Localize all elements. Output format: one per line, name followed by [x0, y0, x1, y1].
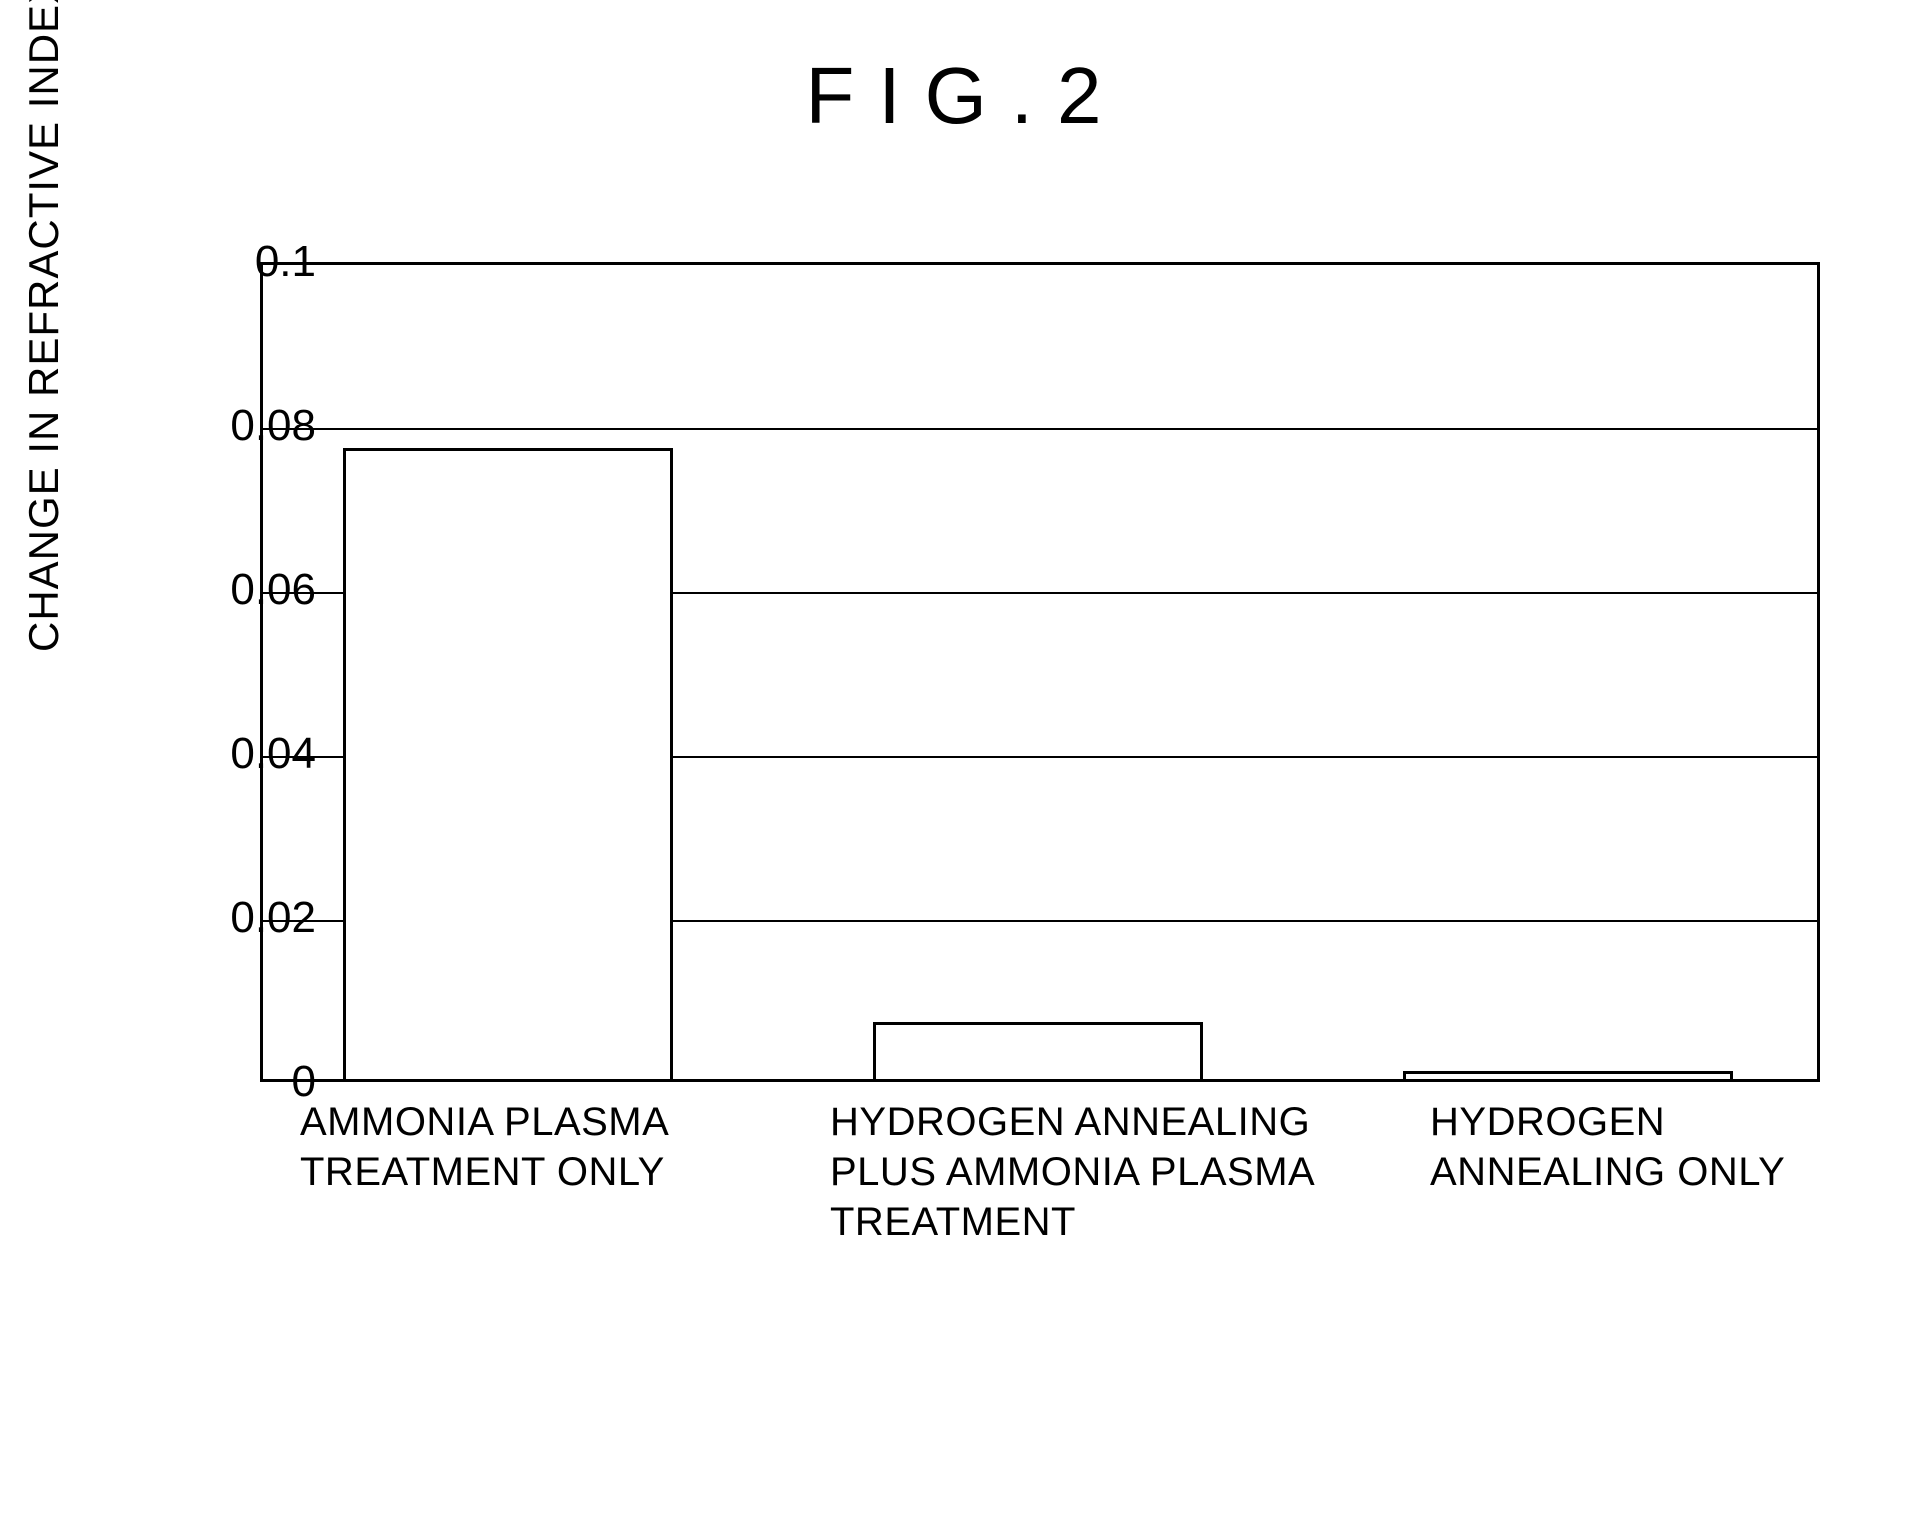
x-category-label: HYDROGEN ANNEALINGPLUS AMMONIA PLASMATRE…	[830, 1097, 1315, 1247]
y-axis-label: CHANGE IN REFRACTIVE INDEX	[20, 0, 68, 652]
figure-container: FIG.2 CHANGE IN REFRACTIVE INDEX AMMONIA…	[40, 50, 1891, 1496]
y-tick-label: 0.1	[255, 237, 316, 287]
y-tick-label: 0.04	[230, 729, 316, 779]
x-category-label: HYDROGENANNEALING ONLY	[1430, 1097, 1785, 1197]
y-tick-label: 0	[292, 1057, 316, 1107]
x-category-label: AMMONIA PLASMATREATMENT ONLY	[300, 1097, 669, 1197]
chart-wrapper: CHANGE IN REFRACTIVE INDEX AMMONIA PLASM…	[40, 262, 1891, 1362]
gridline	[263, 428, 1817, 430]
bar	[1403, 1071, 1733, 1079]
y-tick-label: 0.02	[230, 893, 316, 943]
plot-area	[260, 262, 1820, 1082]
y-tick-label: 0.06	[230, 565, 316, 615]
bar	[873, 1022, 1203, 1079]
chart-area	[260, 262, 1820, 1082]
bar	[343, 448, 673, 1079]
y-tick-label: 0.08	[230, 401, 316, 451]
figure-title: FIG.2	[40, 50, 1891, 142]
